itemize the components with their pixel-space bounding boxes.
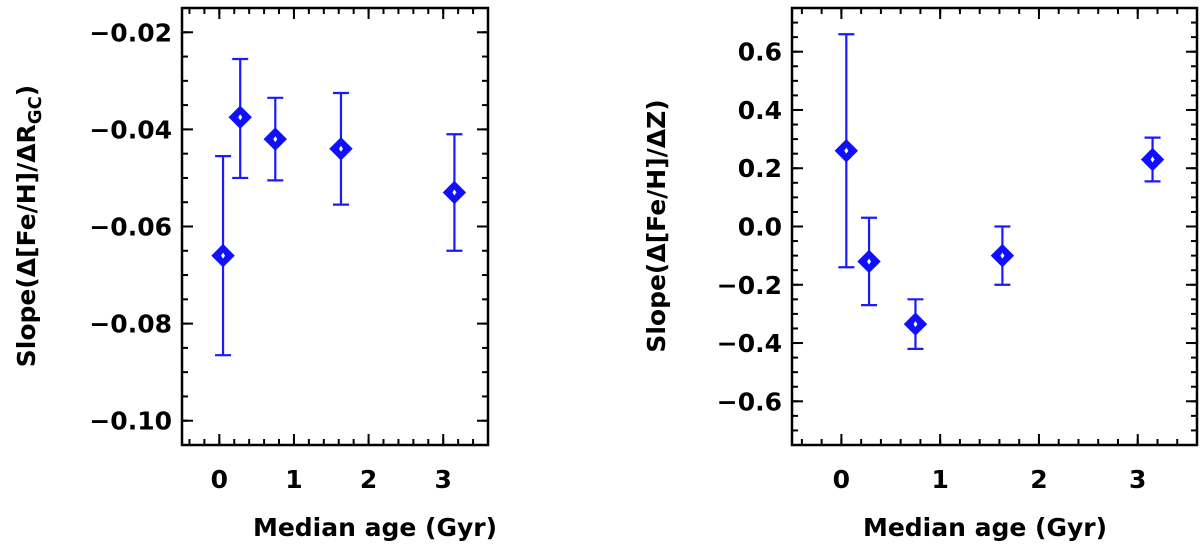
y-tick-label-rgc: −0.06 bbox=[89, 213, 172, 242]
y-ticks-z: −0.6 −0.4 −0.2 0.0 0.2 0.4 0.6 bbox=[717, 7, 1197, 446]
y-tick-label-z: 0.6 bbox=[738, 38, 782, 67]
y-ticks-rgc: −0.10 −0.08 −0.06 −0.04 −0.02 bbox=[89, 7, 488, 446]
x-ticks-z: 0 1 2 3 bbox=[800, 8, 1179, 494]
data-point-center-rgc bbox=[452, 189, 457, 196]
x-tick-label-z: 0 bbox=[833, 465, 850, 494]
x-tick-label-rgc: 2 bbox=[360, 465, 377, 494]
plot-frame-rgc bbox=[180, 6, 490, 447]
panel-z-slope: −0.6 −0.4 −0.2 0.0 0.2 0.4 0.6 0 1 2 3 Median age… bbox=[642, 6, 1199, 542]
x-tick-label-z: 1 bbox=[931, 465, 948, 494]
y-axis-label-rgc: Slope(Δ[Fe/H]/ΔRGC) bbox=[12, 85, 46, 367]
x-tick-label-rgc: 0 bbox=[211, 465, 228, 494]
x-tick-label-rgc: 3 bbox=[435, 465, 452, 494]
data-point-center-rgc bbox=[221, 252, 226, 259]
data-point-center-z bbox=[1000, 252, 1005, 259]
data-point-center-z bbox=[867, 258, 872, 265]
y-tick-label-z: 0.4 bbox=[738, 96, 782, 125]
x-axis-label-z: Median age (Gyr) bbox=[863, 513, 1107, 542]
y-tick-label-z: −0.2 bbox=[717, 271, 782, 300]
data-points-rgc bbox=[211, 57, 467, 357]
y-tick-label-rgc: −0.04 bbox=[89, 115, 172, 144]
x-tick-label-z: 3 bbox=[1129, 465, 1146, 494]
y-tick-label-z: 0.0 bbox=[738, 213, 782, 242]
data-point-center-z bbox=[1150, 156, 1155, 163]
y-axis-label-z: Slope(Δ[Fe/H]/ΔZ) bbox=[642, 99, 671, 352]
x-axis-label-rgc: Median age (Gyr) bbox=[253, 513, 497, 542]
y-tick-label-rgc: −0.02 bbox=[89, 18, 172, 47]
data-point-center-rgc bbox=[338, 145, 343, 152]
y-tick-label-z: −0.4 bbox=[717, 329, 782, 358]
x-ticks-rgc: 0 1 2 3 bbox=[188, 8, 475, 494]
y-tick-label-rgc: −0.10 bbox=[89, 407, 172, 436]
y-tick-label-z: 0.2 bbox=[738, 154, 782, 183]
x-tick-label-z: 2 bbox=[1030, 465, 1047, 494]
data-points-z bbox=[834, 33, 1165, 350]
data-point-center-z bbox=[913, 321, 918, 328]
y-tick-label-z: −0.6 bbox=[717, 387, 782, 416]
panel-rgc-slope: −0.10 −0.08 −0.06 −0.04 −0.02 0 1 2 3 Median ag… bbox=[12, 6, 497, 542]
data-point-center-z bbox=[844, 147, 849, 154]
x-tick-label-rgc: 1 bbox=[285, 465, 302, 494]
y-tick-label-rgc: −0.08 bbox=[89, 310, 172, 339]
data-point-center-rgc bbox=[238, 114, 243, 121]
data-point-center-rgc bbox=[273, 136, 278, 143]
